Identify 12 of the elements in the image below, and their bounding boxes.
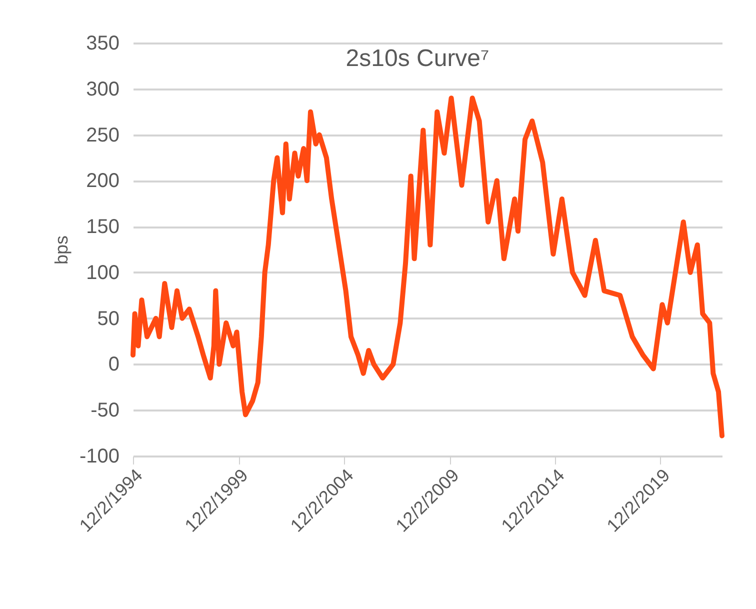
y-tick-label: 350 (86, 32, 120, 54)
y-tick-label: 200 (86, 170, 120, 192)
y-tick-label: -100 (79, 446, 120, 468)
y-tick-label: 150 (86, 216, 120, 238)
y-tick-label: 100 (86, 262, 120, 284)
chart-title: 2s10s Curve⁷ (346, 45, 490, 72)
y-tick-label: -50 (90, 400, 120, 422)
y-axis-title: bps (51, 235, 72, 265)
y-tick-label: 300 (86, 78, 120, 100)
y-tick-label: 0 (108, 354, 120, 376)
y-tick-label: 50 (97, 308, 120, 330)
y-tick-label: 250 (86, 124, 120, 146)
